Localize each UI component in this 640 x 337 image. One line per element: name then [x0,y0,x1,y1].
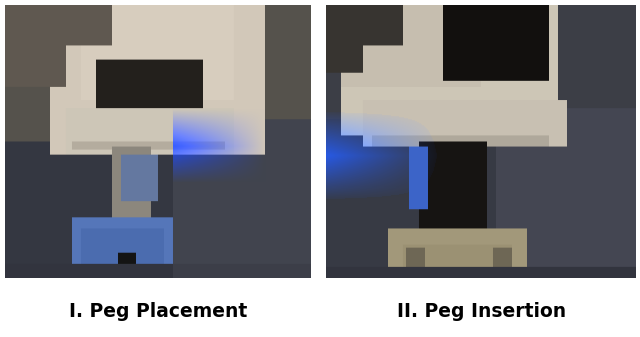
Text: II. Peg Insertion: II. Peg Insertion [397,302,566,321]
Text: I. Peg Placement: I. Peg Placement [69,302,247,321]
